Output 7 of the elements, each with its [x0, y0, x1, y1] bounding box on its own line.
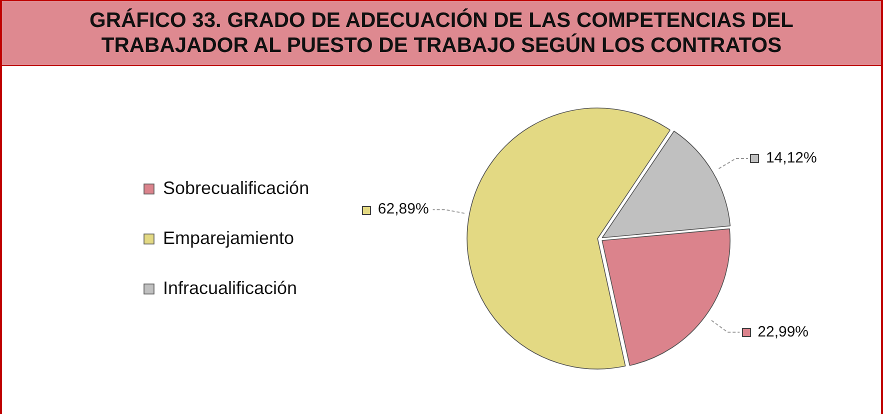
data-label: 62,89%	[378, 200, 429, 218]
legend-label: Sobrecualificación	[163, 178, 310, 198]
data-label: 14,12%	[766, 150, 817, 167]
data-label: 22,99%	[758, 323, 809, 340]
chart-title: GRÁFICO 33. GRADO DE ADECUACIÓN DE LAS COMPETENCIAS DEL TRABAJADOR AL PUESTO DE TRABAJO SEGÚN LOS CONTRATOS	[2, 0, 881, 66]
legend-label: Infracualificación	[163, 278, 298, 298]
legend-label: Emparejamiento	[163, 228, 294, 248]
